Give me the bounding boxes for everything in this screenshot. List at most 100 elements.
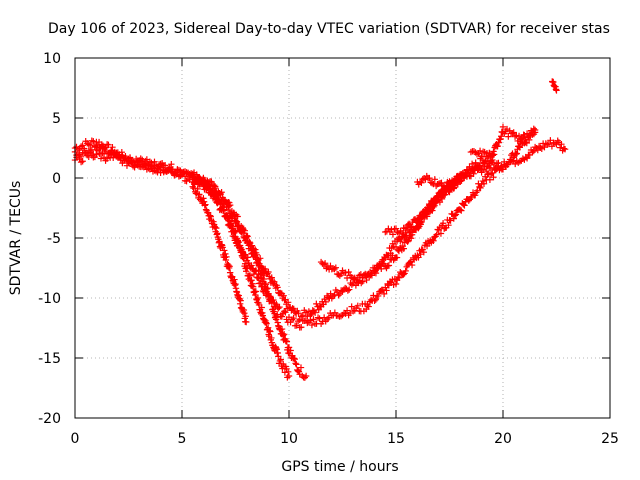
data-point [251,249,258,256]
data-point [471,191,479,199]
data-point [247,242,255,250]
data-point [548,143,556,150]
data-point [155,161,163,168]
data-point [389,231,397,238]
data-point [505,133,512,140]
data-point [192,176,199,183]
data-point [97,155,105,162]
data-point [512,150,520,158]
data-point [252,288,260,295]
data-point [200,179,207,186]
series-track-3 [71,147,310,381]
data-point [220,206,228,213]
data-point [458,171,465,178]
data-point [151,158,158,165]
data-point [291,355,298,363]
data-point [400,271,407,278]
data-point [243,318,250,326]
data-point [88,137,96,144]
data-point [302,372,310,380]
data-point [342,269,349,276]
data-point [561,146,569,153]
data-point [264,285,271,292]
data-point [560,145,568,152]
chart-title: Day 106 of 2023, Sidereal Day-to-day VTE… [48,21,610,37]
data-point [256,263,263,271]
data-point [297,364,305,371]
data-point [305,318,313,326]
data-point [94,147,102,154]
data-point [385,262,393,269]
data-point [345,268,352,276]
data-point [249,283,257,290]
data-point [474,187,481,194]
data-point [230,229,238,237]
data-point [476,147,484,155]
data-point [284,368,292,376]
data-point [74,152,82,159]
data-point [274,284,281,291]
data-point [377,262,385,269]
x-tick-label: 5 [178,431,187,447]
data-point [383,287,390,294]
data-point [225,217,233,224]
data-point [258,304,265,311]
data-point [207,213,214,220]
data-point [114,153,121,160]
data-point [350,308,357,315]
data-point [210,182,218,189]
data-point [276,357,284,365]
data-point [433,231,440,238]
data-point [223,253,230,261]
y-tick-label: -5 [47,231,61,247]
data-point [394,273,402,281]
data-point [96,144,103,151]
data-point [457,174,464,182]
data-point [400,245,407,252]
data-point [316,302,324,310]
data-point [198,176,206,183]
data-point [313,300,320,308]
data-point [529,149,536,156]
data-point [79,142,86,149]
data-point [401,225,409,232]
data-point [335,292,342,299]
data-point [248,277,255,284]
data-point [324,315,331,323]
data-point [407,223,414,230]
data-point [424,207,432,214]
data-point [331,265,338,273]
data-point [420,248,428,256]
data-point [248,262,255,269]
data-point [392,243,400,251]
data-point [129,163,137,170]
data-point [357,271,365,278]
data-point [392,280,400,288]
x-tick-label: 25 [601,431,619,447]
data-point [457,206,464,214]
data-point [281,308,288,315]
data-point [393,254,401,261]
data-point [234,213,241,220]
data-point [486,160,493,167]
data-point [452,179,460,187]
data-point [415,254,422,261]
data-point [473,151,481,158]
data-point [450,215,457,222]
data-point [480,180,488,187]
data-point [221,247,228,254]
data-point [247,239,254,247]
data-point [213,224,220,232]
data-point [125,158,132,165]
data-point [298,324,305,331]
data-point [461,202,468,209]
data-point [380,290,388,298]
data-point [263,320,270,327]
data-point [512,160,519,168]
data-point [200,198,208,205]
data-point [151,165,158,172]
data-point [85,141,92,148]
data-point [477,184,484,192]
